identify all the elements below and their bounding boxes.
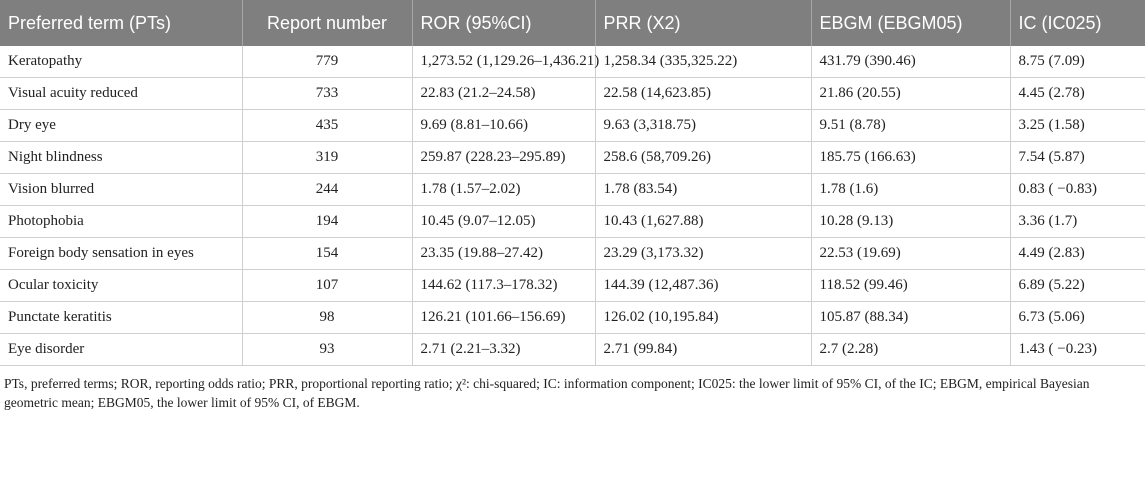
header-cell: PRR (X2)	[595, 0, 812, 46]
table-cell: 2.71 (99.84)	[595, 333, 812, 366]
table-cell: 3.25 (1.58)	[1010, 109, 1145, 142]
table-cell: 8.75 (7.09)	[1010, 46, 1145, 78]
table-cell: 7.54 (5.87)	[1010, 141, 1145, 174]
table-cell: 319	[242, 141, 413, 174]
table-cell: 435	[242, 109, 413, 142]
table-cell: 98	[242, 301, 413, 334]
table-cell: Eye disorder	[0, 333, 243, 366]
table-row: Photophobia 194 10.45 (9.07–12.05) 10.43 (1…	[0, 205, 1145, 238]
table-row: Visual acuity reduced 733 22.83 (21.2–24.5…	[0, 77, 1145, 110]
table-cell: Visual acuity reduced	[0, 77, 243, 110]
table-cell: 126.21 (101.66–156.69)	[412, 301, 596, 334]
table-cell: Photophobia	[0, 205, 243, 238]
table-cell: 1,273.52 (1,129.26–1,436.21)	[412, 46, 599, 78]
table-row: Dry eye 435 9.69 (8.81–10.66) 9.63 (3,318.7…	[0, 109, 1145, 142]
table-cell: 431.79 (390.46)	[811, 46, 1011, 78]
table-cell: 23.29 (3,173.32)	[595, 237, 812, 270]
table-cell: 2.7 (2.28)	[811, 333, 1011, 366]
table-cell: 1.78 (83.54)	[595, 173, 812, 206]
table-cell: 22.83 (21.2–24.58)	[412, 77, 596, 110]
table-cell: 154	[242, 237, 413, 270]
table-cell: 10.45 (9.07–12.05)	[412, 205, 596, 238]
table-body: Keratopathy 779 1,273.52 (1,129.26–1,436.2…	[0, 46, 1145, 366]
table-cell: Keratopathy	[0, 46, 243, 78]
header-cell: ROR (95%CI)	[412, 0, 596, 46]
table-cell: 1,258.34 (335,325.22)	[595, 46, 812, 78]
table-row: Keratopathy 779 1,273.52 (1,129.26–1,436.2…	[0, 46, 1145, 78]
table-cell: 22.58 (14,623.85)	[595, 77, 812, 110]
table-cell: 258.6 (58,709.26)	[595, 141, 812, 174]
table-cell: 10.28 (9.13)	[811, 205, 1011, 238]
table-cell: 0.83 ( −0.83)	[1010, 173, 1145, 206]
table-cell: 21.86 (20.55)	[811, 77, 1011, 110]
table-cell: 244	[242, 173, 413, 206]
table-cell: Dry eye	[0, 109, 243, 142]
table-cell: 2.71 (2.21–3.32)	[412, 333, 596, 366]
table-cell: Foreign body sensation in eyes	[0, 237, 243, 270]
table-cell: Vision blurred	[0, 173, 243, 206]
table-row: Ocular toxicity 107 144.62 (117.3–178.32) 1…	[0, 269, 1145, 302]
table-cell: 9.51 (8.78)	[811, 109, 1011, 142]
table-cell: 144.62 (117.3–178.32)	[412, 269, 596, 302]
table-cell: 1.78 (1.6)	[811, 173, 1011, 206]
table-cell: 107	[242, 269, 413, 302]
table-cell: 185.75 (166.63)	[811, 141, 1011, 174]
table-row: Punctate keratitis 98 126.21 (101.66–156.6…	[0, 301, 1145, 334]
table-cell: 105.87 (88.34)	[811, 301, 1011, 334]
header-row: Preferred term (PTs) Report number ROR (95…	[0, 0, 1145, 46]
table-cell: 9.69 (8.81–10.66)	[412, 109, 596, 142]
table-cell: 23.35 (19.88–27.42)	[412, 237, 596, 270]
table-cell: 1.43 ( −0.23)	[1010, 333, 1145, 366]
table-row: Eye disorder 93 2.71 (2.21–3.32) 2.71 (99.8…	[0, 333, 1145, 366]
footnote: PTs, preferred terms; ROR, reporting odd…	[4, 376, 1090, 410]
table-row: Night blindness 319 259.87 (228.23–295.89)…	[0, 141, 1145, 174]
table-row: Foreign body sensation in eyes 154 23.35 (…	[0, 237, 1145, 270]
table-cell: Punctate keratitis	[0, 301, 243, 334]
data-table: Preferred term (PTs) Report number ROR (95…	[0, 0, 1145, 366]
table-cell: 779	[242, 46, 413, 78]
table-row: Vision blurred 244 1.78 (1.57–2.02) 1.78 (8…	[0, 173, 1145, 206]
table-cell: 144.39 (12,487.36)	[595, 269, 812, 302]
table-cell: Night blindness	[0, 141, 243, 174]
header-cell: IC (IC025)	[1010, 0, 1145, 46]
table-cell: 118.52 (99.46)	[811, 269, 1011, 302]
table-cell: 4.49 (2.83)	[1010, 237, 1145, 270]
table-cell: 6.73 (5.06)	[1010, 301, 1145, 334]
header-cell: Preferred term (PTs)	[0, 0, 243, 46]
table-cell: 9.63 (3,318.75)	[595, 109, 812, 142]
header-cell: EBGM (EBGM05)	[811, 0, 1011, 46]
table-cell: 1.78 (1.57–2.02)	[412, 173, 596, 206]
table-cell: 194	[242, 205, 413, 238]
table-cell: 10.43 (1,627.88)	[595, 205, 812, 238]
table-cell: 126.02 (10,195.84)	[595, 301, 812, 334]
table-cell: 6.89 (5.22)	[1010, 269, 1145, 302]
header-cell: Report number	[242, 0, 413, 46]
table-cell: 259.87 (228.23–295.89)	[412, 141, 596, 174]
table-cell: 733	[242, 77, 413, 110]
table-cell: 22.53 (19.69)	[811, 237, 1011, 270]
table-cell: 93	[242, 333, 413, 366]
table-cell: 3.36 (1.7)	[1010, 205, 1145, 238]
table-cell: Ocular toxicity	[0, 269, 243, 302]
table-cell: 4.45 (2.78)	[1010, 77, 1145, 110]
